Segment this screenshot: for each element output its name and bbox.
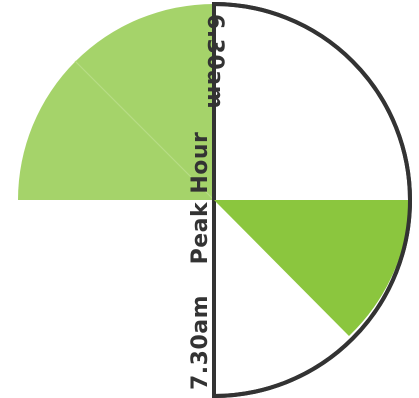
right-half-outline <box>213 2 412 398</box>
label-730am: 7.30am <box>188 295 213 390</box>
right-wedge-segment <box>214 200 410 336</box>
label-630am: 6.30am <box>202 14 227 109</box>
left-quarter-divider <box>74 60 215 201</box>
label-peak-hour: Peak Hour <box>188 132 213 265</box>
